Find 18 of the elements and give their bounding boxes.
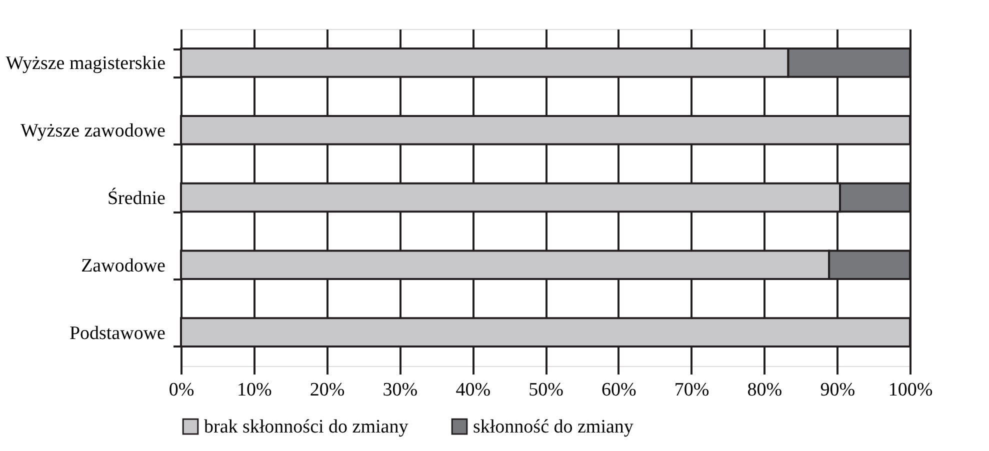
- y-tick-label: Wyższe zawodowe: [20, 120, 166, 142]
- legend-label: skłonność do zmiany: [473, 416, 634, 438]
- x-tick-label: 50%: [528, 380, 564, 400]
- y-tick-label: Wyższe magisterskie: [6, 53, 166, 74]
- x-tick-label: 40%: [456, 380, 491, 400]
- legend-label: brak skłonności do zmiany: [204, 416, 409, 438]
- y-tick-label: Podstawowe: [69, 322, 166, 344]
- x-tick-label: 60%: [601, 380, 636, 400]
- x-tick-label: 100%: [888, 380, 933, 400]
- y-tick-label: Średnie: [107, 187, 166, 209]
- x-tick-label: 0%: [168, 380, 194, 400]
- y-tick-label: Zawodowe: [81, 255, 166, 276]
- x-tick-label: 70%: [674, 380, 710, 400]
- x-tick-label: 80%: [747, 380, 782, 400]
- x-tick-label: 10%: [236, 380, 272, 400]
- x-tick-label: 20%: [310, 380, 345, 400]
- x-tick-label: 30%: [382, 380, 418, 400]
- x-tick-label: 90%: [820, 380, 856, 400]
